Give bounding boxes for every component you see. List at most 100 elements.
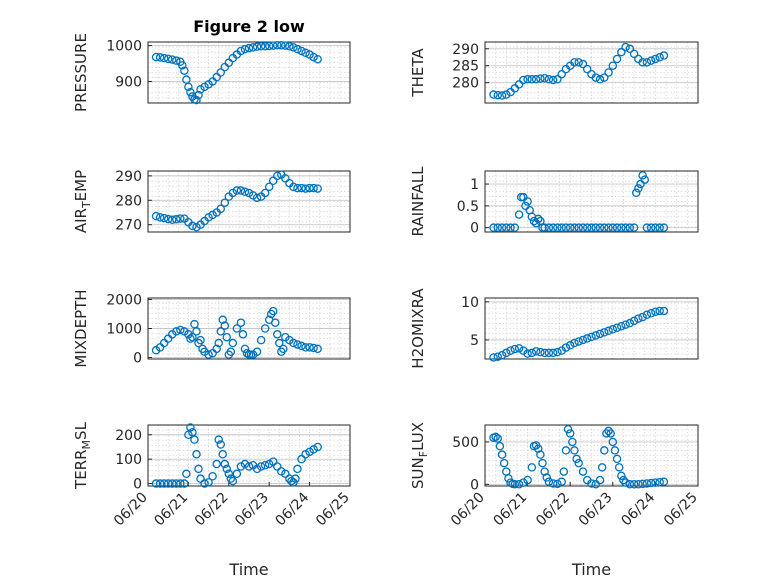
data-point	[190, 319, 199, 329]
data-point	[591, 223, 601, 232]
data-point	[612, 323, 622, 332]
data-point	[574, 337, 583, 346]
y-tick-label: 0	[470, 477, 479, 493]
data-point	[604, 223, 613, 232]
data-point	[565, 429, 575, 438]
y-tick-label: 500	[452, 435, 479, 451]
data-point	[646, 308, 656, 318]
data-point	[176, 214, 185, 223]
subplot-6: 5 10 H2OMIXRA	[409, 288, 699, 369]
data-point	[557, 477, 566, 487]
y-tick-label: 1000	[106, 322, 142, 338]
data-point	[285, 42, 294, 51]
data-point	[196, 335, 205, 345]
y-tick-label: 290	[115, 169, 142, 185]
data-point	[634, 314, 643, 323]
data-point	[631, 188, 641, 198]
data-point	[595, 223, 605, 232]
data-point	[194, 464, 203, 474]
data-point	[489, 353, 498, 362]
data-point	[604, 68, 613, 77]
data-point	[659, 477, 669, 487]
data-point	[651, 54, 660, 64]
data-point	[506, 346, 515, 355]
data-point	[220, 459, 230, 469]
data-point	[502, 348, 511, 358]
data-point	[264, 182, 274, 192]
axes-frame	[484, 41, 699, 104]
data-point	[514, 210, 524, 219]
axes-frame	[484, 170, 699, 233]
data-point	[313, 344, 322, 354]
data-point	[260, 324, 270, 333]
data-point	[646, 56, 656, 65]
data-point	[561, 446, 571, 455]
data-point	[502, 90, 511, 99]
y-axis-label: AIRTEMP	[72, 170, 93, 233]
data-point	[619, 475, 628, 485]
data-point	[646, 478, 656, 488]
data-point	[578, 335, 588, 345]
y-tick-label: 0	[133, 477, 142, 493]
data-point	[293, 183, 302, 193]
data-point	[561, 343, 571, 352]
data-point	[281, 41, 290, 50]
data-point	[289, 43, 298, 52]
data-point	[180, 479, 189, 488]
data-point	[659, 306, 669, 316]
data-point	[167, 55, 177, 64]
y-axis-label: MIXDEPTH	[72, 289, 90, 367]
data-point	[540, 74, 549, 83]
data-point	[506, 223, 515, 232]
data-point	[220, 321, 230, 330]
data-point	[167, 479, 177, 488]
x-tick-label: 06/24	[273, 489, 313, 529]
data-point	[659, 223, 669, 232]
data-point	[553, 75, 562, 84]
data-point	[625, 223, 635, 232]
data-point	[289, 338, 298, 348]
data-point	[273, 40, 282, 50]
data-point	[244, 43, 254, 53]
data-point	[218, 315, 227, 325]
data-point	[190, 435, 199, 444]
data-point	[289, 182, 298, 192]
data-point	[621, 42, 630, 52]
data-point	[523, 197, 532, 206]
data-point	[192, 95, 201, 105]
data-point	[293, 44, 302, 54]
x-axis-label: Time	[571, 560, 611, 579]
data-point	[493, 352, 503, 361]
data-point	[204, 350, 213, 359]
data-point	[574, 58, 583, 67]
x-tick-label: 06/25	[313, 490, 353, 530]
data-point	[548, 479, 558, 488]
data-point	[602, 429, 611, 438]
data-point	[608, 223, 618, 232]
data-point	[216, 204, 225, 214]
subplot-8: 0 500 06/20 06/21 06/22 06/23 06/24 06/25 SUNFLU…	[409, 422, 701, 579]
data-point	[617, 47, 626, 57]
y-tick-label: 2000	[106, 292, 142, 308]
data-point	[587, 332, 596, 342]
data-point	[604, 326, 613, 336]
data-point	[587, 479, 596, 488]
data-point	[544, 75, 554, 84]
data-point	[256, 42, 266, 51]
data-point	[163, 54, 173, 64]
data-point	[578, 59, 588, 69]
data-point	[568, 437, 577, 447]
data-point	[544, 223, 554, 232]
data-point	[309, 52, 318, 62]
data-point	[268, 306, 278, 316]
data-point	[240, 44, 250, 54]
data-point	[172, 215, 181, 224]
data-point	[208, 471, 217, 481]
data-point	[222, 332, 232, 342]
data-point	[519, 192, 528, 202]
data-point	[572, 454, 581, 464]
x-tick-label: 06/20	[111, 490, 151, 530]
data-point	[212, 72, 221, 82]
data-point	[570, 338, 579, 348]
data-point	[182, 75, 191, 84]
